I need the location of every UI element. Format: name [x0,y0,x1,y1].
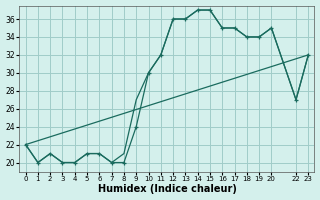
X-axis label: Humidex (Indice chaleur): Humidex (Indice chaleur) [98,184,236,194]
